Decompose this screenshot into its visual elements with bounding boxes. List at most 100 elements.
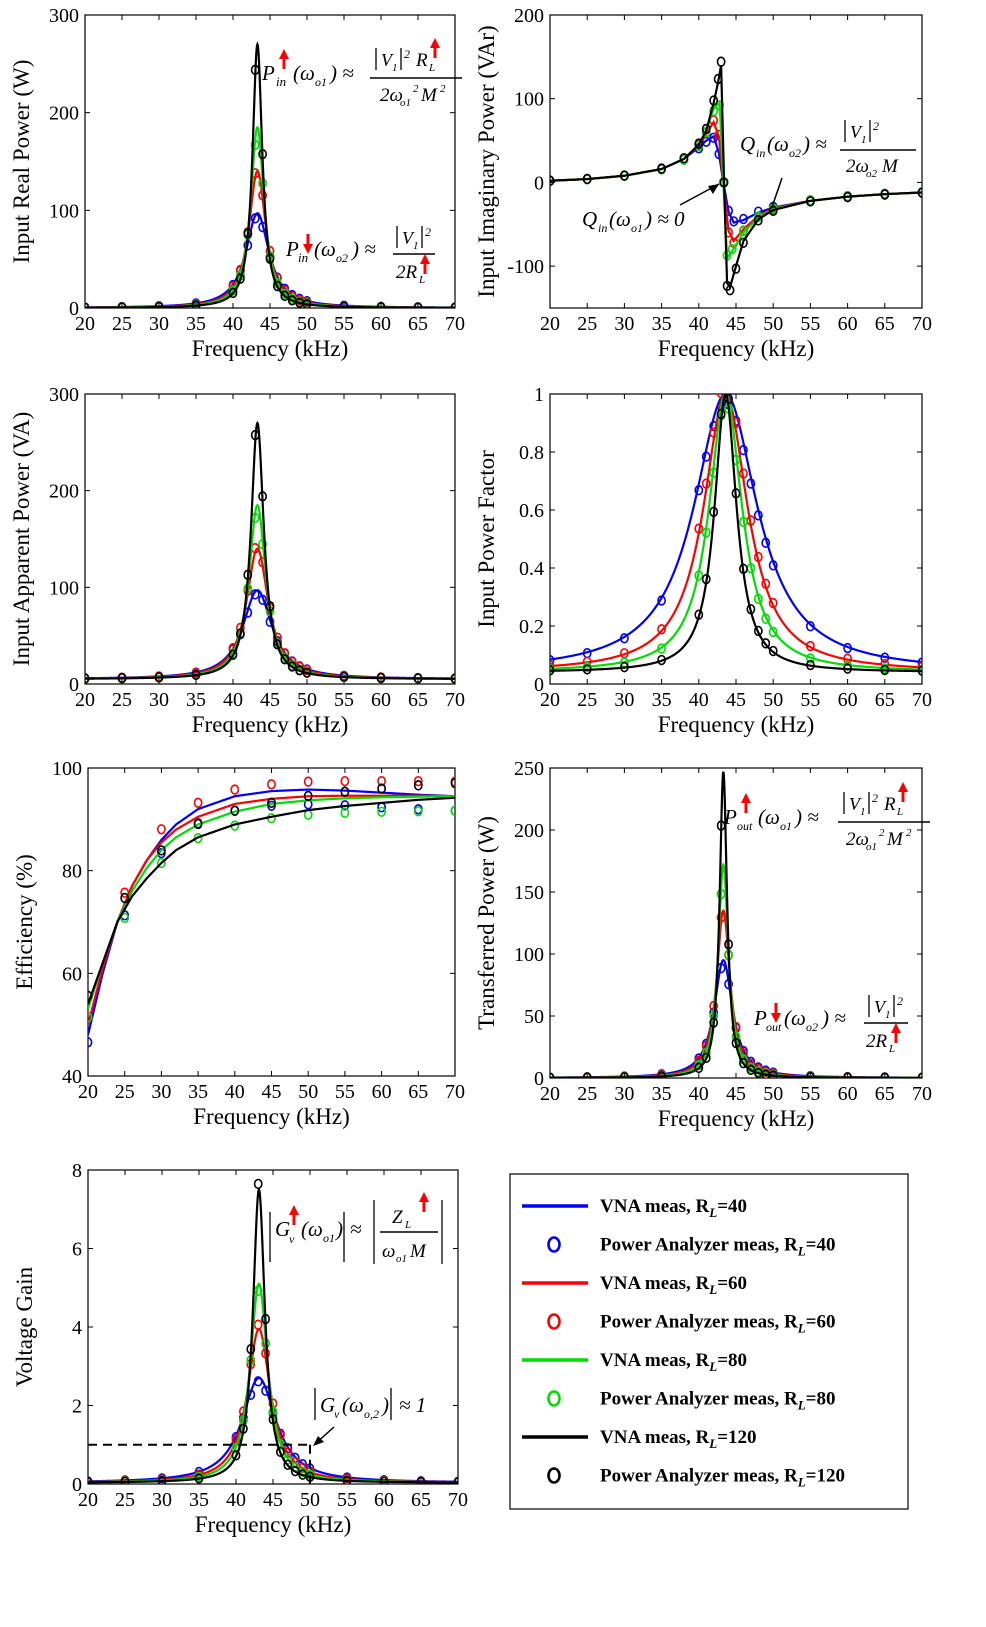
marker-point [880,652,890,663]
x-tick-label: 40 [689,313,709,335]
y-tick-label: 0 [534,172,544,194]
marker-point [250,139,260,151]
marker-point [303,809,313,820]
marker-point [194,1473,204,1484]
legend-entry-2: Power Analyzer meas, RL=40 [547,1235,835,1259]
marker-point [550,665,555,676]
marker-point [768,1070,778,1078]
marker-point [246,1343,256,1355]
x-tick-label: 45 [262,1081,282,1103]
marker-point [746,1064,756,1076]
marker-point [739,213,748,225]
marker-point [731,488,741,499]
y-tick-label: 100 [49,200,79,222]
svg-text:2: 2 [872,791,878,805]
marker-point [768,626,778,638]
svg-text:(ω: (ω [293,61,315,85]
marker-point [761,578,771,590]
y-tick-label: 250 [514,758,544,780]
x-axis-label: Frequency (kHz) [658,1106,814,1131]
svg-text:Q: Q [582,207,597,231]
marker-point [657,1071,666,1078]
svg-text:G: G [320,1393,335,1417]
y-tick-label: 100 [52,758,82,780]
legend-marker-swatch [547,1467,561,1484]
marker-point [193,797,203,809]
series-line-4 [88,1187,458,1484]
plot-area [550,394,922,676]
marker-point [258,491,267,502]
series-line-2 [85,170,455,308]
marker-point [230,805,240,816]
chart-panel-7: 20 25 30 35 40 45 50 55 60 65 70 0 2 4 6 8 Frequency (kH… [12,1160,468,1537]
svg-text:1: 1 [392,62,398,74]
x-axis-label: Frequency (kHz) [193,1104,349,1129]
marker-point [716,912,726,923]
svg-text:V: V [850,122,863,142]
x-tick-label: 55 [334,689,354,711]
x-tick-label: 30 [614,1083,634,1105]
legend-entry-4: Power Analyzer meas, RL=60 [547,1312,835,1336]
marker-point [413,673,423,684]
y-axis-label: Transferred Power (W) [474,816,499,1030]
x-tick-label: 40 [689,1083,709,1105]
marker-point [713,73,723,85]
marker-point [120,912,130,924]
svg-text:1: 1 [885,1009,891,1021]
marker-point [620,1072,629,1078]
x-tick-label: 55 [800,1083,820,1105]
marker-point [657,624,666,635]
x-tick-label: 60 [371,689,391,711]
x-tick-label: 70 [912,689,932,711]
x-axis-label: Frequency (kHz) [192,336,348,361]
y-tick-label: -100 [507,256,544,278]
marker-point [843,191,852,203]
svg-text:Q: Q [740,132,755,156]
x-tick-label: 30 [614,689,634,711]
marker-point [880,664,890,676]
legend-entry-3: VNA meas, RL=60 [522,1273,747,1297]
chart-panel-3: 20 25 30 35 40 45 50 55 60 65 70 0 100 200 300 Frequenc… [9,384,465,737]
x-tick-label: 55 [335,1081,355,1103]
x-tick-label: 45 [726,1083,746,1105]
plot-area [85,420,455,684]
marker-point [719,177,729,188]
y-tick-label: 200 [49,103,79,125]
svg-text:G: G [275,1217,290,1241]
marker-point [768,205,778,217]
x-tick-label: 70 [445,1081,465,1103]
marker-point [228,287,238,299]
marker-point [739,563,748,575]
marker-point [729,216,739,227]
marker-point [753,215,763,226]
x-tick-label: 30 [149,313,169,335]
marker-point [806,621,815,632]
legend-entry-8: Power Analyzer meas, RL=120 [547,1466,845,1490]
svg-text:o1: o1 [866,841,877,853]
marker-point [450,673,455,684]
svg-text:in: in [298,250,308,265]
marker-point [739,516,748,528]
y-tick-label: 1 [534,384,544,406]
x-tick-label: 50 [763,689,783,711]
y-axis-label: Efficiency (%) [12,854,37,990]
legend-label: VNA meas, RL=60 [600,1273,747,1297]
svg-text:2ω: 2ω [846,156,869,177]
marker-point [716,888,726,900]
marker-point [694,609,704,620]
svg-text:(ω: (ω [314,237,336,261]
legend-label: VNA meas, RL=120 [600,1427,757,1451]
svg-text:R: R [415,50,428,71]
marker-point [377,783,386,794]
marker-point [376,302,386,308]
marker-point [917,657,922,668]
marker-point [724,939,733,950]
svg-text:) ≈: ) ≈ [802,132,827,156]
marker-point [250,213,260,224]
marker-point [250,429,260,441]
svg-text:2: 2 [906,827,912,839]
svg-text:o1: o1 [323,1231,335,1245]
marker-point [768,645,778,657]
